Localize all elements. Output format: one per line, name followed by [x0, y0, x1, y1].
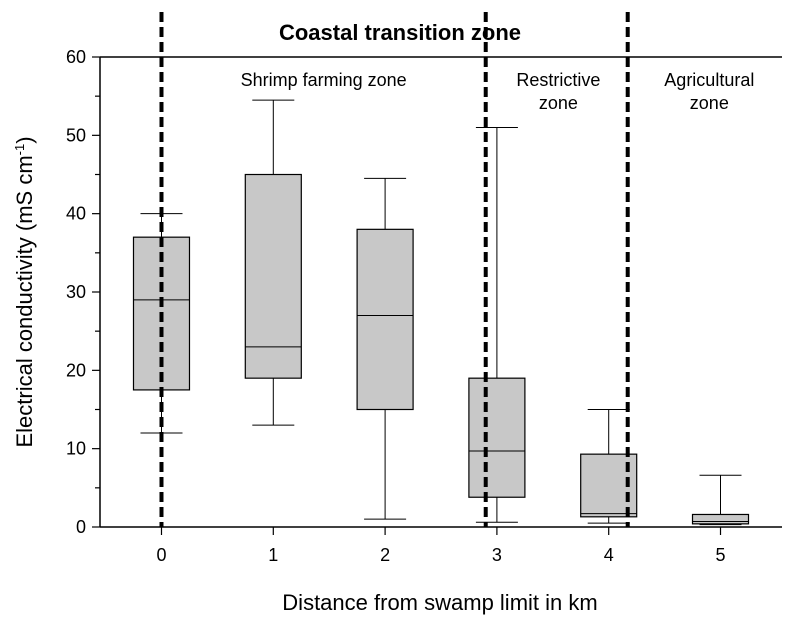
- x-tick-label: 0: [156, 545, 166, 565]
- zone-label: Agricultural zone: [664, 70, 754, 113]
- y-axis-title-superscript: -1: [12, 144, 27, 156]
- y-tick-label: 0: [76, 517, 86, 537]
- y-tick-label: 60: [66, 47, 86, 67]
- y-tick-label: 10: [66, 439, 86, 459]
- x-tick-label: 4: [604, 545, 614, 565]
- plot-area: 0 10 20 30 40 50 60 0 1 2 3 4 5 Shrimp farming zone Re…: [66, 12, 782, 565]
- x-axis-title: Distance from swamp limit in km: [282, 590, 597, 615]
- box-iqr: [691, 513, 750, 525]
- chart-title: Coastal transition zone: [279, 20, 521, 45]
- box-iqr: [468, 377, 526, 498]
- y-tick-label: 50: [66, 125, 86, 145]
- zone-label: Restrictive zone: [516, 70, 600, 113]
- zone-label-line: Agricultural: [664, 70, 754, 90]
- y-axis-title-close: ): [12, 136, 37, 143]
- y-axis-title: Electrical conductivity (mS cm-1): [12, 136, 37, 447]
- zone-label-line: zone: [690, 93, 729, 113]
- x-tick-label: 5: [716, 545, 726, 565]
- box-iqr: [356, 228, 414, 411]
- y-tick-label: 40: [66, 204, 86, 224]
- zone-label-line: zone: [539, 93, 578, 113]
- zone-label-line: Restrictive: [516, 70, 600, 90]
- x-tick-label: 2: [380, 545, 390, 565]
- x-tick-label: 1: [268, 545, 278, 565]
- x-tick-label: 3: [492, 545, 502, 565]
- zone-label-line: Shrimp farming zone: [241, 70, 407, 90]
- box-iqr: [244, 173, 302, 379]
- y-tick-label: 20: [66, 360, 86, 380]
- zone-label: Shrimp farming zone: [241, 70, 407, 90]
- y-tick-label: 30: [66, 282, 86, 302]
- y-axis-title-main: Electrical conductivity (mS cm: [12, 155, 37, 447]
